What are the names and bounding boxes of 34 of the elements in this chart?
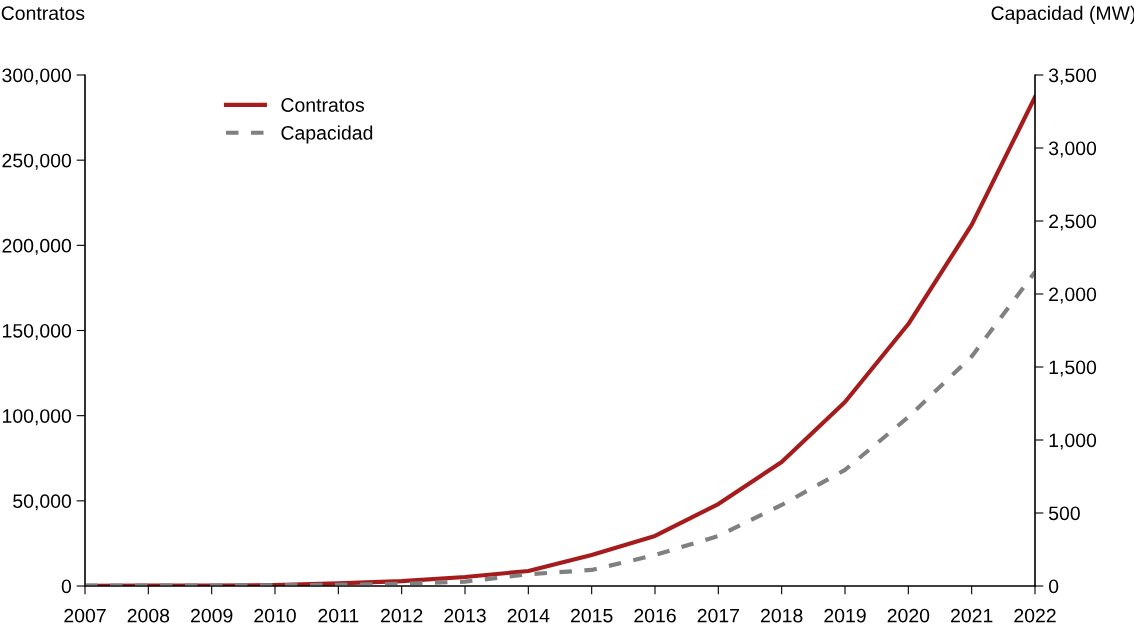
y-tick-label: 50,000: [13, 494, 72, 511]
x-tick-label: 2021: [951, 608, 993, 623]
y2-tick-label: 3,000: [1048, 141, 1097, 158]
x-tick-label: 2008: [127, 608, 170, 623]
y2-tick-label: 2,500: [1049, 214, 1097, 231]
x-tick-label: 2009: [191, 608, 233, 623]
y-tick-label: 150,000: [3, 323, 72, 341]
x-tick-label: 2018: [761, 608, 803, 623]
y-tick-label: 300,000: [2, 68, 72, 85]
legend-label: Contratos: [281, 98, 365, 112]
x-tick-label: 2015: [571, 608, 613, 623]
x-tick-label: 2017: [697, 608, 739, 623]
x-tick-label: 2016: [634, 608, 676, 623]
y2-tick-label: 3,500: [1048, 68, 1097, 85]
x-tick-label: 2012: [381, 608, 423, 623]
y-axis-title: Contratos: [1, 6, 85, 21]
y2-tick-label: 1,500: [1049, 360, 1097, 377]
x-tick-label: 2022: [1014, 608, 1056, 623]
x-tick-label: 2014: [507, 608, 550, 623]
y2-tick-label: 0: [1048, 579, 1059, 594]
x-tick-label: 2007: [64, 608, 106, 623]
x-tick-label: 2019: [824, 608, 866, 623]
x-tick-label: 2010: [254, 608, 296, 623]
x-tick-label: 2020: [887, 608, 930, 623]
y-tick-label: 0: [61, 579, 72, 594]
y-tick-label: 100,000: [3, 409, 72, 426]
legend-label: Capacidad: [281, 125, 373, 144]
y2-tick-label: 1,000: [1049, 433, 1097, 450]
x-tick-label: 2013: [444, 608, 486, 623]
y-tick-label: 200,000: [2, 238, 72, 255]
x-tick-label: 2011: [318, 608, 359, 623]
y2-tick-label: 500: [1048, 506, 1080, 521]
y2-tick-label: 2,000: [1049, 287, 1097, 304]
y-tick-label: 250,000: [2, 153, 72, 170]
